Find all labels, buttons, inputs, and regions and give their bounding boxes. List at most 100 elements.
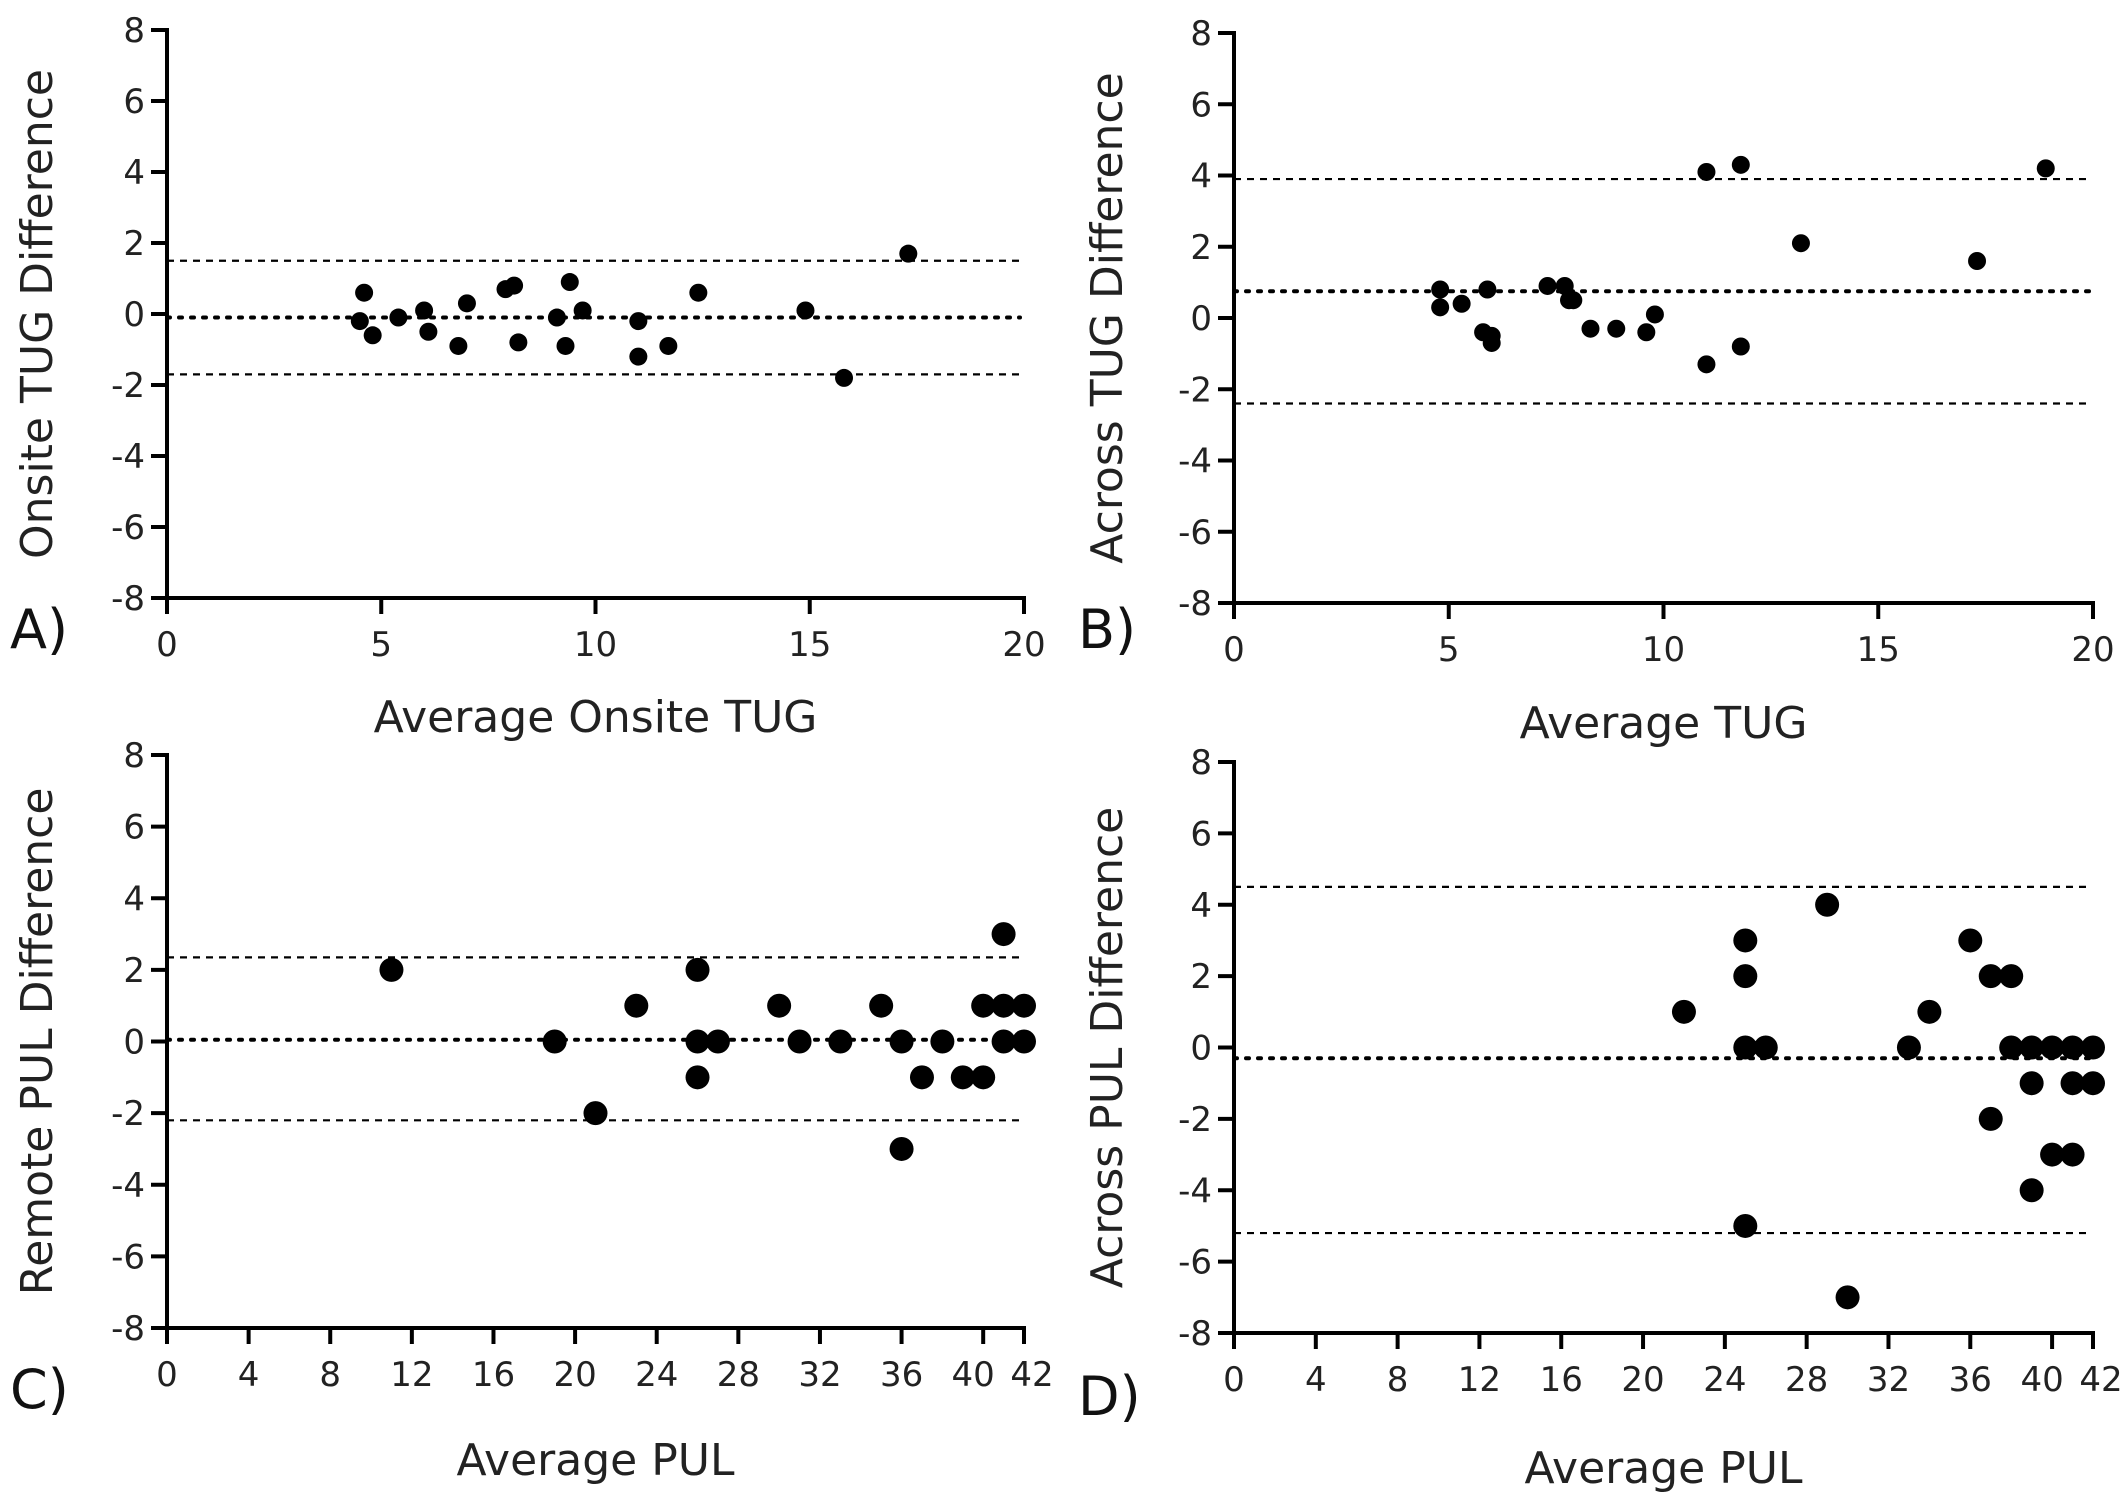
y-tick-label: -6 <box>1178 513 1212 553</box>
data-point <box>767 993 792 1018</box>
data-point <box>2040 1035 2065 1060</box>
x-tick-label: 16 <box>1540 1360 1583 1400</box>
y-tick-label: -2 <box>1178 1100 1212 1140</box>
y-tick-label: 6 <box>1190 85 1212 125</box>
x-tick-label: 10 <box>574 625 617 665</box>
y-tick-label: -4 <box>1178 442 1212 482</box>
x-tick-label: 42 <box>1010 1355 1053 1395</box>
data-point <box>1999 964 2024 989</box>
x-tick-label: 32 <box>798 1355 841 1395</box>
y-tick-label: 4 <box>1190 886 1212 926</box>
data-point <box>889 1136 914 1161</box>
data-point <box>1452 294 1471 313</box>
x-tick-label: 4 <box>1305 1360 1327 1400</box>
data-point <box>685 1065 710 1090</box>
data-point <box>2019 1071 2044 1096</box>
data-point <box>509 333 528 352</box>
data-point <box>573 301 592 320</box>
y-tick-label: -8 <box>111 1309 145 1349</box>
data-point <box>1896 1035 1921 1060</box>
x-tick-label: 20 <box>2071 630 2114 670</box>
x-tick-label: 8 <box>319 1355 341 1395</box>
y-axis-title: Onsite TUG Difference <box>12 69 63 559</box>
data-point <box>583 1101 608 1126</box>
y-tick-label: 0 <box>1190 299 1212 339</box>
y-tick-label: 0 <box>123 295 145 335</box>
data-point <box>1697 162 1716 181</box>
data-point <box>1671 999 1696 1024</box>
data-point <box>1978 1106 2003 1131</box>
data-point <box>2019 1035 2044 1060</box>
data-point <box>1978 964 2003 989</box>
data-point <box>889 1029 914 1054</box>
y-tick-label: 6 <box>123 82 145 122</box>
x-tick-label: 20 <box>1621 1360 1664 1400</box>
x-tick-label: 0 <box>1223 630 1245 670</box>
y-tick-label: 6 <box>123 808 145 848</box>
y-tick-label: 0 <box>123 1023 145 1063</box>
data-point <box>971 993 996 1018</box>
data-point <box>1581 319 1600 338</box>
x-tick-label: 16 <box>472 1355 515 1395</box>
data-point <box>685 957 710 982</box>
data-point <box>629 347 648 366</box>
data-point <box>2040 1142 2065 1167</box>
y-tick-label: -2 <box>111 1094 145 1134</box>
y-tick-label: -6 <box>111 1237 145 1277</box>
y-tick-label: -6 <box>1178 1243 1212 1283</box>
data-point <box>355 283 374 302</box>
y-tick-label: 2 <box>123 951 145 991</box>
y-tick-label: 0 <box>1190 1029 1212 1069</box>
data-point <box>787 1029 812 1054</box>
y-tick-label: 8 <box>1190 743 1212 783</box>
data-point <box>1555 276 1574 295</box>
y-tick-label: 4 <box>1190 157 1212 197</box>
data-point <box>449 336 468 355</box>
data-point <box>705 1029 730 1054</box>
data-point <box>2036 159 2055 178</box>
data-point <box>629 312 648 331</box>
data-point <box>991 993 1016 1018</box>
x-tick-label: 4 <box>238 1355 260 1395</box>
y-tick-label: -2 <box>111 366 145 406</box>
y-tick-label: 2 <box>1190 228 1212 268</box>
data-point <box>1564 291 1583 310</box>
x-tick-label: 12 <box>390 1355 433 1395</box>
x-tick-label: 5 <box>370 625 392 665</box>
x-tick-label: 42 <box>2079 1360 2122 1400</box>
y-tick-label: 4 <box>123 153 145 193</box>
data-point <box>415 301 434 320</box>
y-tick-label: -4 <box>111 1166 145 1206</box>
x-tick-label: 36 <box>880 1355 923 1395</box>
x-tick-label: 32 <box>1867 1360 1910 1400</box>
data-point <box>542 1029 567 1054</box>
data-point <box>1733 928 1758 953</box>
data-point <box>1431 280 1450 299</box>
y-tick-label: -4 <box>111 437 145 477</box>
data-point <box>930 1029 955 1054</box>
x-tick-label: 24 <box>635 1355 678 1395</box>
x-tick-label: 0 <box>156 625 178 665</box>
x-tick-label: 40 <box>2020 1360 2063 1400</box>
data-point <box>1733 964 1758 989</box>
y-axis-title: Across TUG Difference <box>1082 72 1133 563</box>
data-point <box>389 308 408 327</box>
data-point <box>1478 280 1497 299</box>
data-point <box>1733 1035 1758 1060</box>
data-point <box>835 368 854 387</box>
data-point <box>1697 355 1716 374</box>
data-point <box>1482 333 1501 352</box>
y-tick-label: -6 <box>111 508 145 548</box>
panel-label: C) <box>10 1358 69 1421</box>
y-axis-title: Remote PUL Difference <box>12 788 63 1296</box>
x-axis-title: Average PUL <box>1525 1443 1803 1494</box>
x-axis-title: Average PUL <box>457 1435 735 1486</box>
data-point <box>379 957 404 982</box>
data-point <box>419 322 438 341</box>
y-tick-label: 2 <box>1190 957 1212 997</box>
x-tick-label: 0 <box>1223 1360 1245 1400</box>
data-point <box>1731 155 1750 174</box>
data-point <box>505 276 524 295</box>
